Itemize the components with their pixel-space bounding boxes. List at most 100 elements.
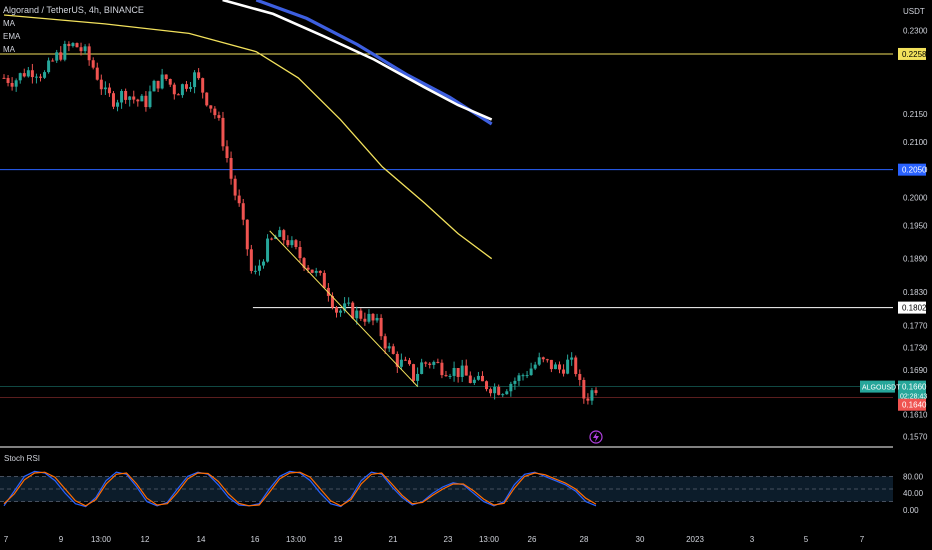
candle-body <box>51 60 55 62</box>
symbol-flag-bg[interactable] <box>860 380 895 393</box>
candle-body <box>440 362 444 376</box>
candle-body <box>367 313 371 322</box>
candle-body <box>541 357 545 360</box>
y-tick-label: 0.2100 <box>903 138 928 147</box>
candle-body <box>209 105 213 109</box>
candle-body <box>132 96 136 100</box>
candle-body <box>412 364 416 381</box>
candle-body <box>229 158 233 179</box>
candle-body <box>334 307 338 313</box>
candle-body <box>513 380 517 384</box>
candle-body <box>553 364 557 370</box>
candle-body <box>189 87 193 89</box>
lightning-icon-bolt <box>593 432 599 442</box>
candle-body <box>120 90 124 103</box>
x-tick-label: 30 <box>636 535 645 544</box>
candle-body <box>521 375 525 377</box>
price-tag-0-1802: 0.1802 <box>902 304 927 313</box>
candle-body <box>30 70 34 78</box>
candle-body <box>148 91 152 108</box>
candle-body <box>480 375 484 382</box>
y-tick-label: 0.2150 <box>903 110 928 119</box>
candle-body <box>201 78 205 93</box>
candle-body <box>468 375 472 383</box>
candle-body <box>416 373 420 381</box>
candle-body <box>306 267 310 270</box>
ema-blue-line <box>255 0 493 126</box>
indicator-ema-label[interactable]: EMA <box>3 32 21 41</box>
candle-body <box>2 77 6 79</box>
candle-body <box>144 95 148 108</box>
candle-body <box>517 375 521 381</box>
candle-body <box>160 74 164 89</box>
candle-body <box>245 219 249 250</box>
candle-body <box>152 80 156 92</box>
price-tag-0-2050-bg <box>898 163 926 176</box>
candle-body <box>574 357 578 375</box>
candle-body <box>570 357 574 360</box>
candle-body <box>355 310 359 319</box>
y-tick-label: 0.1690 <box>903 366 928 375</box>
candle-body <box>566 359 570 374</box>
stoch-y-tick-label: 0.00 <box>903 506 919 515</box>
candle-body <box>67 43 71 47</box>
candle-body <box>582 379 586 399</box>
candle-body <box>509 383 513 392</box>
candle-body <box>38 76 42 78</box>
candle-body <box>351 302 355 319</box>
candle-body <box>432 361 436 365</box>
candle-body <box>594 390 598 393</box>
candle-body <box>34 76 38 78</box>
candle-body <box>18 73 22 81</box>
stoch-y-tick-label: 80.00 <box>903 472 924 481</box>
indicator-ma-1-label[interactable]: MA <box>3 19 15 28</box>
candle-body <box>107 87 111 94</box>
x-tick-label: 14 <box>197 535 206 544</box>
last-price-tag: 0.1660 <box>902 383 927 392</box>
indicator-ma-2-label[interactable]: MA <box>3 45 15 54</box>
candle-body <box>257 265 261 271</box>
candle-body <box>176 94 180 96</box>
candle-body <box>505 391 509 395</box>
y-tick-label: 0.2300 <box>903 27 928 36</box>
candle-body <box>586 398 590 401</box>
candle-body <box>213 108 217 116</box>
candle-body <box>562 369 566 374</box>
candle-body <box>172 84 176 95</box>
symbol-title[interactable]: Algorand / TetherUS, 4h, BINANCE <box>3 5 144 15</box>
candle-body <box>590 390 594 401</box>
candle-body <box>79 47 83 52</box>
price-tag-0-1802-bg <box>898 301 926 314</box>
candle-body <box>428 363 432 365</box>
red-price-tag-bg <box>898 398 926 411</box>
candle-body <box>322 272 326 288</box>
candle-body <box>91 60 95 68</box>
candle-body <box>363 318 367 322</box>
candle-body <box>456 367 460 377</box>
candle-body <box>156 80 160 89</box>
y-tick-label: 0.1830 <box>903 288 928 297</box>
x-tick-label: 21 <box>389 535 398 544</box>
candle-body <box>399 359 403 367</box>
candle-body <box>221 117 225 147</box>
candle-body <box>383 336 387 349</box>
candle-body <box>217 115 221 118</box>
candle-body <box>14 80 18 87</box>
symbol-flag[interactable]: ALGOUSDT <box>862 385 901 392</box>
candle-body <box>290 240 294 246</box>
x-tick-label: 13:00 <box>91 535 112 544</box>
candle-body <box>116 102 120 107</box>
x-tick-label: 12 <box>141 535 150 544</box>
y-tick-label: 0.1950 <box>903 221 928 230</box>
candle-body <box>75 43 79 48</box>
y-tick-label: 0.1890 <box>903 255 928 264</box>
lightning-icon[interactable] <box>589 430 603 444</box>
stoch-rsi-label[interactable]: Stoch RSI <box>4 454 41 463</box>
candle-body <box>310 269 314 273</box>
candle-body <box>529 368 533 376</box>
candle-body <box>168 78 172 85</box>
candle-body <box>318 270 322 273</box>
candle-body <box>233 178 237 196</box>
candle-body <box>253 270 257 272</box>
